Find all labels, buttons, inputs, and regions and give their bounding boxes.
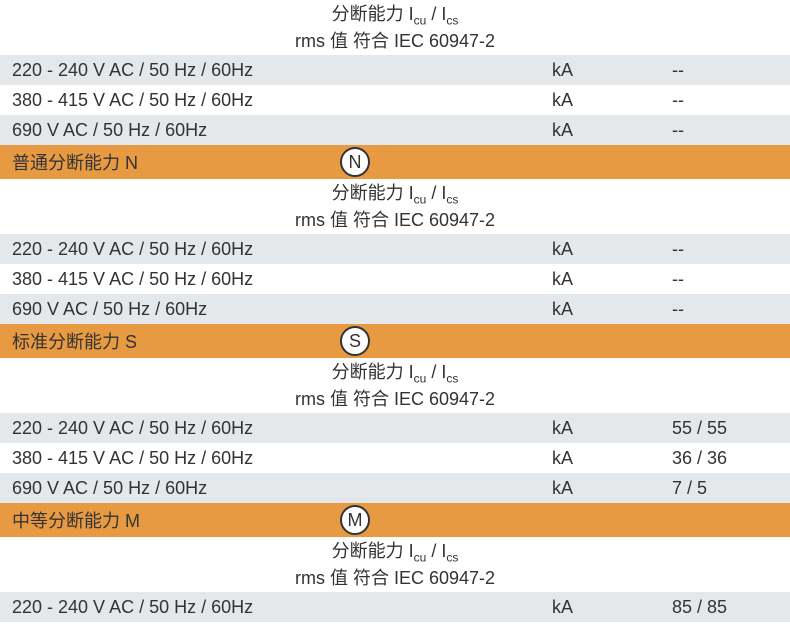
table-row: 220 - 240 V AC / 50 Hz / 60Hz kA -- xyxy=(0,234,790,264)
value-label: 7 / 5 xyxy=(672,478,778,499)
header-sub2: cs xyxy=(446,193,458,207)
section-title: 普通分断能力 N xyxy=(12,149,138,175)
value-label: -- xyxy=(672,60,778,81)
table-row: 220 - 240 V AC / 50 Hz / 60Hz kA 55 / 55 xyxy=(0,413,790,443)
value-label: -- xyxy=(672,269,778,290)
unit-label: kA xyxy=(552,597,672,618)
voltage-label: 220 - 240 V AC / 50 Hz / 60Hz xyxy=(12,239,552,260)
header-sub1: cu xyxy=(414,372,427,386)
value-label: -- xyxy=(672,239,778,260)
voltage-label: 380 - 415 V AC / 50 Hz / 60Hz xyxy=(12,448,552,469)
s-icon: S xyxy=(340,326,370,356)
voltage-label: 220 - 240 V AC / 50 Hz / 60Hz xyxy=(12,60,552,81)
table-row: 380 - 415 V AC / 50 Hz / 60Hz kA -- xyxy=(0,264,790,294)
voltage-label: 690 V AC / 50 Hz / 60Hz xyxy=(12,299,552,320)
header-line2: rms 值 符合 IEC 60947-2 xyxy=(295,29,495,53)
header-sub1: cu xyxy=(414,193,427,207)
header-mid: / I xyxy=(426,541,446,561)
unit-label: kA xyxy=(552,478,672,499)
section-header-s: 标准分断能力 S S xyxy=(0,324,790,358)
unit-label: kA xyxy=(552,299,672,320)
table-row: 220 - 240 V AC / 50 Hz / 60Hz kA -- xyxy=(0,55,790,85)
header-mid: / I xyxy=(426,183,446,203)
header-text: 分断能力 I xyxy=(332,362,414,382)
header-sub2: cs xyxy=(446,372,458,386)
table-row: 380 - 415 V AC / 50 Hz / 60Hz kA 36 / 36 xyxy=(0,443,790,473)
unit-label: kA xyxy=(552,120,672,141)
breaking-capacity-header: 分断能力 Icu / Ics rms 值 符合 IEC 60947-2 xyxy=(0,179,790,234)
header-sub2: cs xyxy=(446,14,458,28)
table-row: 690 V AC / 50 Hz / 60Hz kA -- xyxy=(0,294,790,324)
voltage-label: 690 V AC / 50 Hz / 60Hz xyxy=(12,478,552,499)
header-line2: rms 值 符合 IEC 60947-2 xyxy=(295,208,495,232)
voltage-label: 380 - 415 V AC / 50 Hz / 60Hz xyxy=(12,90,552,111)
value-label: -- xyxy=(672,120,778,141)
unit-label: kA xyxy=(552,239,672,260)
table-row: 380 - 415 V AC / 50 Hz / 60Hz kA -- xyxy=(0,85,790,115)
header-sub1: cu xyxy=(414,14,427,28)
header-sub2: cs xyxy=(446,551,458,565)
breaking-capacity-header: 分断能力 Icu / Ics rms 值 符合 IEC 60947-2 xyxy=(0,358,790,413)
unit-label: kA xyxy=(552,448,672,469)
section-header-n: 普通分断能力 N N xyxy=(0,145,790,179)
header-sub1: cu xyxy=(414,551,427,565)
header-text: 分断能力 I xyxy=(332,4,414,24)
unit-label: kA xyxy=(552,90,672,111)
section-header-m: 中等分断能力 M M xyxy=(0,503,790,537)
header-text: 分断能力 I xyxy=(332,541,414,561)
voltage-label: 220 - 240 V AC / 50 Hz / 60Hz xyxy=(12,418,552,439)
unit-label: kA xyxy=(552,418,672,439)
table-row: 690 V AC / 50 Hz / 60Hz kA -- xyxy=(0,115,790,145)
header-line2: rms 值 符合 IEC 60947-2 xyxy=(295,566,495,590)
voltage-label: 690 V AC / 50 Hz / 60Hz xyxy=(12,120,552,141)
voltage-label: 220 - 240 V AC / 50 Hz / 60Hz xyxy=(12,597,552,618)
breaking-capacity-header: 分断能力 Icu / Ics rms 值 符合 IEC 60947-2 xyxy=(0,537,790,592)
header-text: 分断能力 I xyxy=(332,183,414,203)
value-label: 36 / 36 xyxy=(672,448,778,469)
unit-label: kA xyxy=(552,60,672,81)
header-mid: / I xyxy=(426,362,446,382)
header-mid: / I xyxy=(426,4,446,24)
unit-label: kA xyxy=(552,269,672,290)
m-icon: M xyxy=(340,505,370,535)
value-label: 55 / 55 xyxy=(672,418,778,439)
section-title: 标准分断能力 S xyxy=(12,328,137,354)
voltage-label: 380 - 415 V AC / 50 Hz / 60Hz xyxy=(12,269,552,290)
value-label: -- xyxy=(672,299,778,320)
value-label: 85 / 85 xyxy=(672,597,778,618)
table-row: 690 V AC / 50 Hz / 60Hz kA 7 / 5 xyxy=(0,473,790,503)
n-icon: N xyxy=(340,147,370,177)
breaking-capacity-header: 分断能力 Icu / Ics rms 值 符合 IEC 60947-2 xyxy=(0,0,790,55)
value-label: -- xyxy=(672,90,778,111)
header-line2: rms 值 符合 IEC 60947-2 xyxy=(295,387,495,411)
table-row: 220 - 240 V AC / 50 Hz / 60Hz kA 85 / 85 xyxy=(0,592,790,622)
section-title: 中等分断能力 M xyxy=(12,507,140,533)
